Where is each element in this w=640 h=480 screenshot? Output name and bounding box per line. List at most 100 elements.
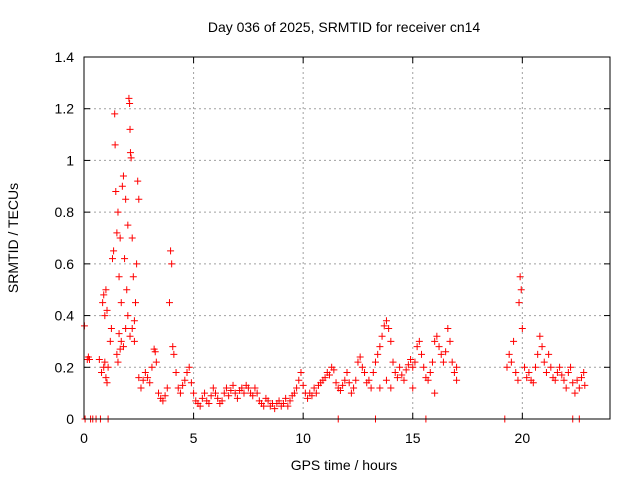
data-point: [249, 392, 257, 400]
data-point: [100, 291, 108, 299]
data-point: [503, 363, 511, 371]
data-point: [102, 374, 110, 382]
x-tick-label: 0: [80, 430, 88, 446]
data-point: [523, 374, 531, 382]
data-point: [297, 368, 305, 376]
data-point: [111, 141, 119, 149]
data-point: [564, 368, 572, 376]
data-point: [240, 389, 248, 397]
data-point: [551, 376, 559, 384]
data-point: [542, 368, 550, 376]
data-point: [424, 376, 432, 384]
y-tick-label: 0.8: [55, 204, 75, 220]
data-point: [391, 368, 399, 376]
data-point: [95, 356, 103, 364]
data-point: [382, 376, 390, 384]
y-axis-label: SRMTID / TECUs: [5, 183, 21, 293]
data-point: [155, 389, 163, 397]
data-point: [128, 325, 136, 332]
x-tick-label: 20: [515, 430, 531, 446]
data-point: [118, 182, 126, 190]
data-point: [573, 376, 581, 384]
data-point: [431, 337, 439, 345]
data-point: [128, 234, 136, 242]
data-point: [413, 343, 421, 351]
data-point: [168, 260, 176, 268]
data-point: [371, 358, 379, 366]
y-tick-label: 0.6: [55, 256, 75, 272]
data-point: [411, 358, 419, 366]
data-point: [369, 368, 377, 376]
data-point: [279, 399, 287, 407]
data-point: [103, 306, 111, 314]
data-point: [437, 350, 445, 358]
data-point: [556, 363, 564, 371]
data-point: [521, 363, 529, 371]
data-point: [299, 381, 307, 389]
data-point: [122, 325, 130, 332]
data-point: [148, 363, 156, 371]
data-point: [575, 384, 583, 392]
data-point: [233, 394, 241, 402]
data-point: [146, 379, 154, 387]
data-point: [295, 376, 303, 384]
data-point: [435, 343, 443, 351]
data-point: [310, 384, 318, 392]
data-point: [428, 358, 436, 366]
data-point: [126, 149, 134, 157]
data-point: [135, 374, 143, 382]
data-point: [404, 361, 412, 369]
data-point: [220, 389, 228, 397]
data-point: [418, 350, 426, 358]
data-point: [282, 394, 290, 402]
data-point: [433, 332, 441, 340]
data-point: [431, 389, 439, 397]
axis-ticks: [83, 56, 610, 420]
data-point: [553, 368, 561, 376]
data-point: [525, 368, 533, 376]
data-point: [515, 299, 523, 307]
data-point: [85, 356, 93, 364]
data-point: [407, 356, 415, 364]
data-point: [137, 384, 145, 392]
data-point: [536, 332, 544, 340]
data-point: [117, 337, 125, 345]
data-point: [183, 368, 191, 376]
data-point: [571, 389, 579, 397]
data-point: [444, 325, 452, 332]
data-point: [101, 312, 109, 320]
data-point: [112, 187, 120, 195]
data-point: [132, 299, 140, 307]
data-point: [374, 350, 382, 358]
data-point: [172, 368, 180, 376]
data-point: [387, 384, 395, 392]
y-tick-label: 0.4: [55, 308, 75, 324]
data-point: [119, 172, 127, 180]
data-point: [358, 363, 366, 371]
data-point: [264, 397, 272, 405]
data-point: [529, 379, 537, 387]
data-point: [382, 317, 390, 325]
data-point: [98, 368, 106, 376]
data-point: [396, 363, 404, 371]
data-point: [512, 368, 520, 376]
data-point: [545, 350, 553, 358]
data-point: [185, 363, 193, 371]
data-point: [225, 392, 233, 400]
data-point: [214, 394, 222, 402]
data-point: [106, 337, 114, 345]
data-point: [163, 384, 171, 392]
data-point: [201, 389, 209, 397]
data-point: [347, 389, 355, 397]
data-point: [144, 374, 152, 382]
data-point: [116, 234, 124, 242]
data-point: [129, 273, 137, 281]
data-point: [123, 286, 131, 294]
data-point: [218, 397, 226, 405]
data-point: [108, 255, 116, 263]
data-point: [446, 337, 454, 345]
data-point: [170, 350, 178, 358]
data-point: [284, 402, 292, 410]
